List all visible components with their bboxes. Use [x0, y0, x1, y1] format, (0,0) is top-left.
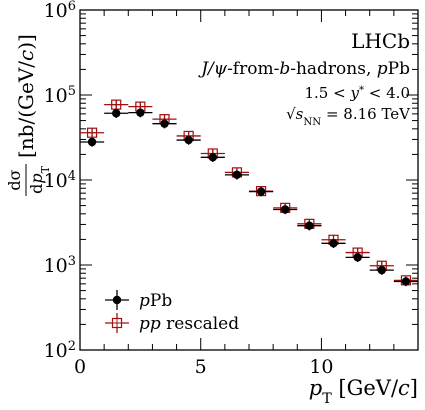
y-axis-label: dσ dpT [nb/(GeV/c)]: [5, 34, 52, 196]
data-point-ppb: [87, 137, 97, 147]
legend-pp-label: pp rescaled: [139, 314, 239, 334]
y-tick-label: 106: [44, 0, 76, 22]
y-label-numerator: dσ: [5, 169, 24, 190]
data-point-ppb: [112, 109, 121, 118]
data-point-ppb: [184, 135, 193, 145]
data-point-ppb: [401, 277, 411, 286]
y-label-unit: [nb/(GeV/c)]: [14, 34, 38, 158]
y-tick-label: 104: [44, 169, 76, 193]
x-tick-label: 10: [309, 356, 333, 378]
data-point-ppb: [281, 205, 290, 214]
annotation-lhcb: LHCb: [351, 29, 410, 53]
x-tick-label: 0: [74, 356, 86, 378]
annotation-energy: √sNN = 8.16 TeV: [286, 105, 411, 128]
data-point-ppb: [160, 119, 169, 128]
data-point-ppb: [256, 187, 266, 196]
annotation-rapidity: 1.5 < y* < 4.0: [304, 84, 410, 102]
y-tick-label: 105: [44, 84, 76, 108]
y-label-denominator: dpT: [27, 165, 52, 194]
x-tick-label: 5: [195, 356, 207, 378]
data-point-ppb: [329, 239, 338, 248]
annotation-process: J/ψ-from-b-hadrons, pPb: [198, 59, 410, 79]
data-point-ppb: [136, 108, 145, 117]
data-point-ppb: [353, 253, 362, 262]
data-point-ppb: [232, 170, 242, 180]
data-point-ppb: [377, 265, 386, 275]
legend-ppb-label: pPb: [139, 291, 172, 311]
data-point-ppb: [305, 221, 314, 230]
y-tick-label: 103: [44, 254, 76, 278]
legend-ppb-marker: [112, 295, 122, 305]
x-axis-label: pT [GeV/c]: [309, 376, 418, 407]
data-point-ppb: [208, 153, 217, 162]
y-tick-label: 102: [44, 339, 76, 363]
